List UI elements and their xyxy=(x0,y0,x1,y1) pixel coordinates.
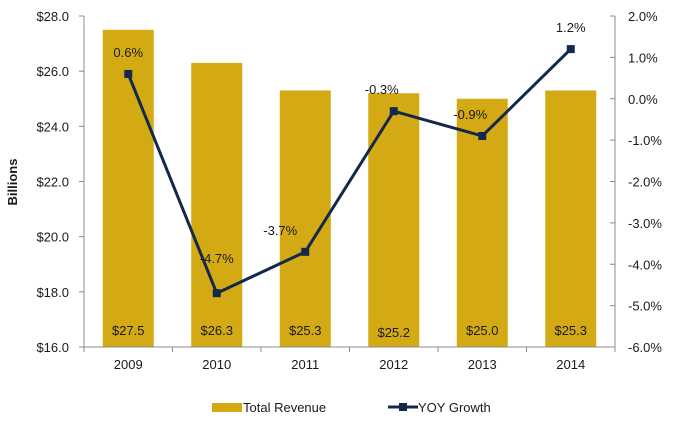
revenue-bars xyxy=(102,29,597,348)
bar-value-label: $27.5 xyxy=(112,323,145,338)
y-tick-label: $18.0 xyxy=(36,285,69,300)
x-tick-label: 2009 xyxy=(114,357,143,372)
y2-tick-label: -3.0% xyxy=(628,216,662,231)
legend: Total Revenue YOY Growth xyxy=(212,400,491,415)
yoy-marker-2013 xyxy=(478,131,487,140)
x-tick-label: 2012 xyxy=(379,357,408,372)
legend-label-yoy-growth: YOY Growth xyxy=(418,400,491,415)
y2-tick-label: -5.0% xyxy=(628,299,662,314)
bar-value-label: $25.0 xyxy=(466,323,499,338)
yoy-value-label: 0.6% xyxy=(113,45,143,60)
y2-tick-label: 0.0% xyxy=(628,92,658,107)
x-tick-label: 2013 xyxy=(468,357,497,372)
y2-tick-label: -4.0% xyxy=(628,257,662,272)
yoy-marker-2010 xyxy=(212,289,221,298)
y2-tick-label: -2.0% xyxy=(628,175,662,190)
yoy-marker-2011 xyxy=(301,247,310,256)
y-tick-label: $24.0 xyxy=(36,119,69,134)
bar-value-label: $25.3 xyxy=(289,323,322,338)
bar-2014 xyxy=(545,90,597,347)
x-tick-label: 2010 xyxy=(202,357,231,372)
bar-2013 xyxy=(456,98,508,347)
bar-2010 xyxy=(191,62,243,348)
axes: $16.0 $18.0 $20.0 $22.0 $24.0 $26.0 $28.0 -6.0%… xyxy=(36,9,662,372)
yoy-growth-path xyxy=(126,48,572,295)
y-tick-label: $22.0 xyxy=(36,175,69,190)
yoy-value-label: 1.2% xyxy=(556,20,586,35)
y2-tick-label: 1.0% xyxy=(628,50,658,65)
yoy-marker-2012 xyxy=(389,107,398,116)
y-tick-label: $16.0 xyxy=(36,340,69,355)
bar-value-label: $25.3 xyxy=(554,323,587,338)
yoy-value-label: -0.9% xyxy=(453,107,487,122)
y-axis-title: Billions xyxy=(5,159,20,206)
y2-tick-label: -6.0% xyxy=(628,340,662,355)
yoy-marker-2009 xyxy=(124,69,133,78)
yoy-value-label: -0.3% xyxy=(365,82,399,97)
y2-tick-label: -1.0% xyxy=(628,133,662,148)
legend-swatch-total-revenue xyxy=(212,403,242,412)
bar-value-label: $25.2 xyxy=(377,325,410,340)
bar-2011 xyxy=(279,90,331,347)
yoy-value-label: -3.7% xyxy=(263,223,297,238)
bar-2009 xyxy=(102,29,154,348)
y-tick-label: $20.0 xyxy=(36,230,69,245)
legend-label-total-revenue: Total Revenue xyxy=(243,400,326,415)
legend-marker-yoy-growth xyxy=(399,403,407,411)
yoy-marker-2014 xyxy=(566,45,575,54)
data-labels: $27.5 $26.3 $25.3 $25.2 $25.0 $25.3 0.6% -4.7% -… xyxy=(112,20,587,340)
x-tick-label: 2011 xyxy=(291,357,319,372)
yoy-value-label: -4.7% xyxy=(200,251,234,266)
bar-value-label: $26.3 xyxy=(200,323,233,338)
legend-item-yoy-growth: YOY Growth xyxy=(388,400,491,415)
bar-2012 xyxy=(368,93,420,347)
yoy-growth-line xyxy=(124,45,575,298)
y2-tick-label: 2.0% xyxy=(628,9,658,24)
y-tick-label: $26.0 xyxy=(36,64,69,79)
y-tick-label: $28.0 xyxy=(36,9,69,24)
legend-item-total-revenue: Total Revenue xyxy=(212,400,326,415)
x-tick-label: 2014 xyxy=(556,357,585,372)
